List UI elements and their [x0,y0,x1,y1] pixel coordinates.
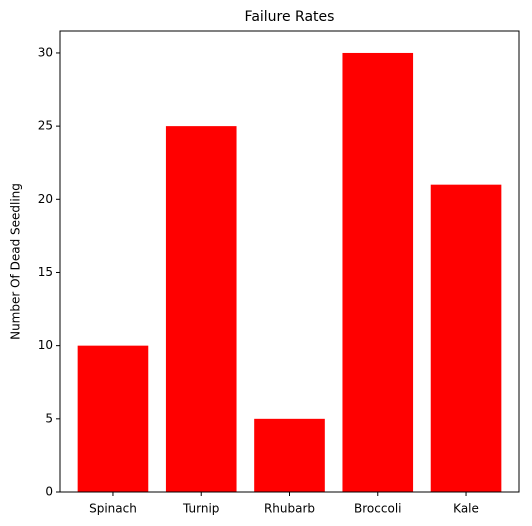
x-tick-label: Broccoli [354,502,401,516]
y-tick-label: 5 [45,411,53,425]
chart-title: Failure Rates [245,9,335,25]
x-tick-label: Spinach [89,502,137,516]
plot-frame [59,30,520,493]
y-tick-label: 20 [38,192,53,206]
x-tick-label: Turnip [182,502,219,516]
bar [430,184,502,492]
bar [342,52,414,492]
y-tick-label: 30 [38,45,53,59]
y-axis-label: Number Of Dead Seedling [9,183,23,340]
x-tick-label: Kale [453,502,479,516]
y-tick-label: 15 [38,265,53,279]
bar [77,345,149,492]
bar [165,126,237,492]
bar [254,418,325,492]
y-tick-label: 10 [38,338,53,352]
y-tick-label: 25 [38,119,53,133]
x-tick-label: Rhubarb [264,502,315,516]
y-tick-label: 0 [45,485,53,499]
